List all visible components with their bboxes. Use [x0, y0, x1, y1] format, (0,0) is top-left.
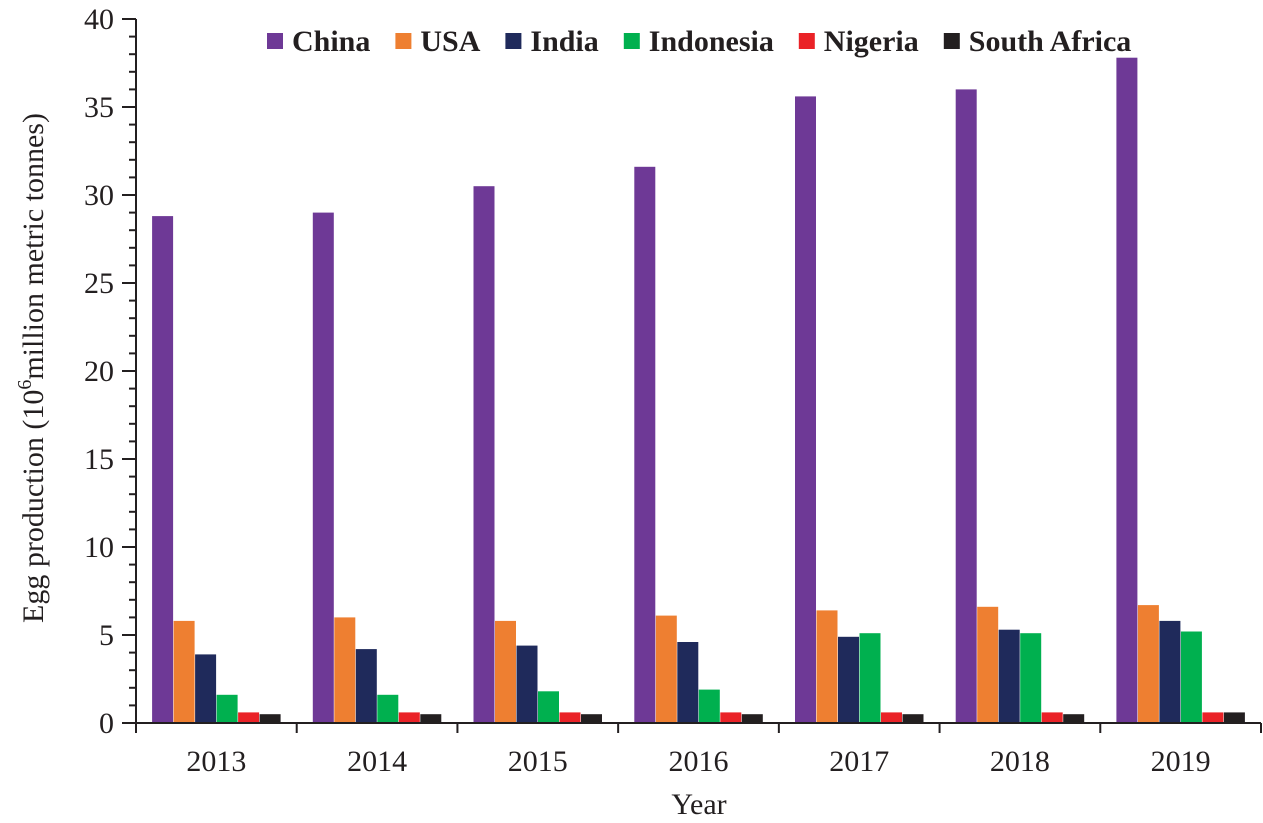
y-tick-label: 10: [84, 531, 114, 564]
bar-nigeria-2016: [720, 712, 742, 723]
bar-usa-2015: [495, 620, 516, 723]
x-tick-label: 2013: [186, 745, 246, 778]
bar-usa-2018: [977, 606, 999, 723]
y-tick-label: 40: [84, 3, 114, 36]
bar-indonesia-2018: [1020, 633, 1042, 723]
y-axis-title: Egg production (106million metric tonnes…: [14, 113, 50, 623]
bar-south-africa-2015: [581, 714, 602, 723]
legend-label-usa: USA: [420, 25, 480, 58]
legend-swatch-indonesia: [623, 33, 640, 49]
x-tick-label: 2018: [990, 745, 1050, 778]
bar-indonesia-2019: [1180, 631, 1202, 723]
bar-indonesia-2015: [538, 691, 559, 723]
bar-indonesia-2014: [377, 694, 399, 723]
bar-south-africa-2017: [902, 714, 924, 723]
legend-swatch-usa: [395, 33, 412, 49]
bar-south-africa-2016: [741, 714, 763, 723]
bar-india-2015: [516, 645, 538, 723]
bar-usa-2016: [655, 615, 677, 723]
bar-india-2017: [838, 636, 859, 723]
bar-nigeria-2017: [881, 712, 902, 723]
bar-china-2018: [955, 89, 977, 723]
bar-south-africa-2019: [1223, 712, 1245, 723]
bar-usa-2014: [334, 617, 356, 723]
x-tick-label: 2014: [347, 745, 407, 778]
bar-nigeria-2018: [1041, 712, 1063, 723]
bar-indonesia-2016: [698, 689, 720, 723]
y-tick-label: 25: [84, 267, 114, 300]
bar-usa-2019: [1137, 605, 1159, 723]
bar-india-2013: [195, 654, 217, 723]
bar-china-2017: [795, 96, 816, 723]
x-axis-title: Year: [671, 788, 726, 821]
legend-swatch-nigeria: [798, 33, 815, 49]
bar-indonesia-2017: [859, 633, 881, 723]
bar-south-africa-2014: [420, 714, 442, 723]
bar-china-2016: [634, 166, 656, 724]
legend-label-india: India: [530, 25, 598, 58]
legend-label-nigeria: Nigeria: [824, 25, 919, 58]
legend-label-south-africa: South Africa: [969, 25, 1132, 58]
legend: China USA India Indonesia Nigeria South Afric…: [267, 25, 1131, 58]
y-tick-label: 15: [84, 443, 114, 476]
bar-india-2019: [1159, 620, 1181, 723]
bar-nigeria-2013: [238, 712, 260, 723]
bar-nigeria-2015: [559, 712, 581, 723]
x-tick-label: 2019: [1151, 745, 1211, 778]
y-tick-label: 35: [84, 91, 114, 124]
axes-group: 0 5 10 15 20 25 30 35 40 2013 2014 2015 2016 2017 2018…: [84, 3, 1262, 778]
bar-nigeria-2014: [398, 712, 420, 723]
bar-usa-2013: [173, 620, 195, 723]
y-tick-label: 5: [99, 619, 114, 652]
legend-swatch-india: [505, 33, 522, 49]
bar-china-2015: [473, 186, 495, 723]
y-tick-label: 30: [84, 179, 114, 212]
bar-nigeria-2019: [1202, 712, 1224, 723]
legend-label-china: China: [292, 25, 370, 58]
bar-usa-2017: [816, 610, 838, 723]
legend-swatch-south-africa: [943, 33, 960, 49]
bar-india-2014: [355, 649, 377, 723]
bars-group: [152, 57, 1245, 724]
x-tick-label: 2015: [508, 745, 568, 778]
bar-china-2013: [152, 216, 174, 723]
y-tick-label: 20: [84, 355, 114, 388]
bar-south-africa-2018: [1063, 714, 1085, 723]
legend-label-indonesia: Indonesia: [649, 25, 774, 58]
x-tick-label: 2016: [669, 745, 729, 778]
bar-china-2019: [1116, 57, 1138, 723]
bar-indonesia-2013: [216, 694, 238, 723]
bar-india-2018: [998, 629, 1020, 723]
y-tick-label: 0: [99, 707, 114, 740]
bar-south-africa-2013: [259, 714, 281, 723]
bar-india-2016: [677, 642, 699, 723]
bar-china-2014: [312, 212, 334, 723]
x-tick-label: 2017: [829, 745, 889, 778]
legend-swatch-china: [267, 33, 283, 49]
